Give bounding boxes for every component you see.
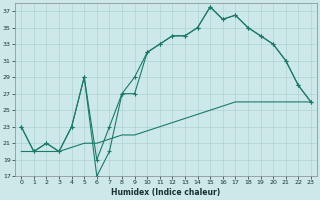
X-axis label: Humidex (Indice chaleur): Humidex (Indice chaleur) bbox=[111, 188, 221, 197]
